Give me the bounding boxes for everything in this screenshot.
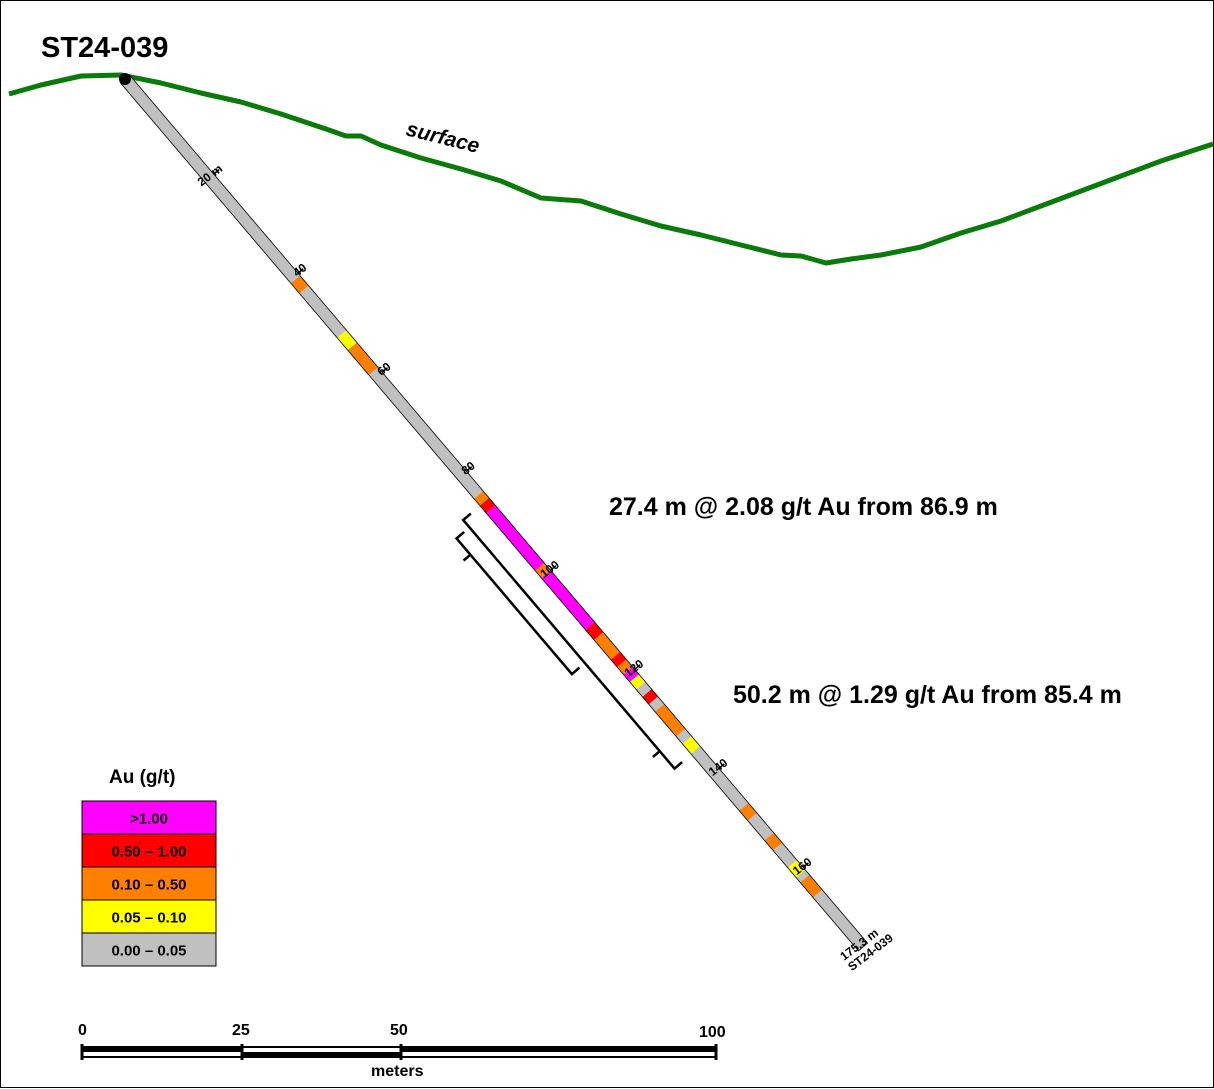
assay-interval [486, 505, 545, 571]
assay-interval [739, 802, 757, 821]
scale-bar: 0 25 50 100 meters [78, 1022, 726, 1080]
depth-tick [550, 565, 557, 571]
assay-interval [479, 497, 496, 514]
assay-interval [800, 874, 823, 898]
assay-interval [787, 859, 806, 878]
legend-label: 0.50 – 1.00 [111, 844, 186, 861]
assay-interval [541, 570, 595, 631]
scale-tick-0: 0 [78, 1022, 87, 1039]
assay-interval [623, 666, 639, 683]
scale-tick-25: 25 [232, 1022, 250, 1039]
intercept-label-1: 27.4 m @ 2.08 g/t Au from 86.9 m [609, 493, 998, 521]
legend-swatch [81, 866, 217, 901]
assay-interval [610, 651, 627, 668]
legend-swatch [81, 899, 217, 934]
legend-label: 0.05 – 0.10 [111, 910, 186, 927]
surface-topography-line [8, 72, 1214, 266]
intercept-brackets [454, 512, 683, 771]
intercept-pointer [462, 553, 472, 562]
assay-interval [347, 342, 378, 376]
assay-interval [585, 622, 604, 640]
legend-label: 0.00 – 0.05 [111, 943, 186, 960]
intercept-pointer [652, 750, 661, 758]
assay-interval [594, 632, 621, 660]
intercept-bracket [454, 531, 581, 676]
assay-interval [337, 330, 357, 351]
scale-tick-100: 100 [699, 1024, 726, 1041]
scale-unit-label: meters [371, 1063, 424, 1080]
depth-tick [213, 169, 220, 175]
depth-tick [802, 862, 809, 868]
legend-swatch [81, 932, 217, 967]
surface-label: surface [404, 118, 482, 158]
scale-tick-50: 50 [390, 1022, 408, 1039]
legend-label: 0.10 – 0.50 [111, 877, 186, 894]
hole-title: ST24-039 [41, 32, 168, 64]
collar-marker [119, 73, 131, 85]
assay-interval [682, 736, 701, 754]
assay-interval [535, 562, 551, 579]
legend-swatch [81, 800, 217, 835]
assay-interval [474, 491, 490, 506]
depth-tick [465, 466, 473, 472]
legend-title: Au (g/t) [109, 767, 175, 788]
depth-tick [718, 763, 725, 769]
depth-tick [381, 367, 388, 373]
legend-label: >1.00 [130, 811, 168, 828]
assay-interval [290, 275, 309, 294]
assay-interval [642, 689, 658, 705]
assay-interval [617, 659, 633, 675]
assay-interval [655, 703, 686, 737]
intercept-bracket [461, 512, 683, 771]
assay-interval [764, 832, 783, 851]
depth-tick [634, 664, 641, 670]
legend: >1.00 0.50 – 1.00 0.10 – 0.50 0.05 – 0.10 0.… [81, 800, 217, 967]
depth-tick [297, 268, 304, 274]
intercept-label-2: 50.2 m @ 1.29 g/t Au from 85.4 m [733, 681, 1122, 709]
assay-interval [629, 674, 646, 690]
